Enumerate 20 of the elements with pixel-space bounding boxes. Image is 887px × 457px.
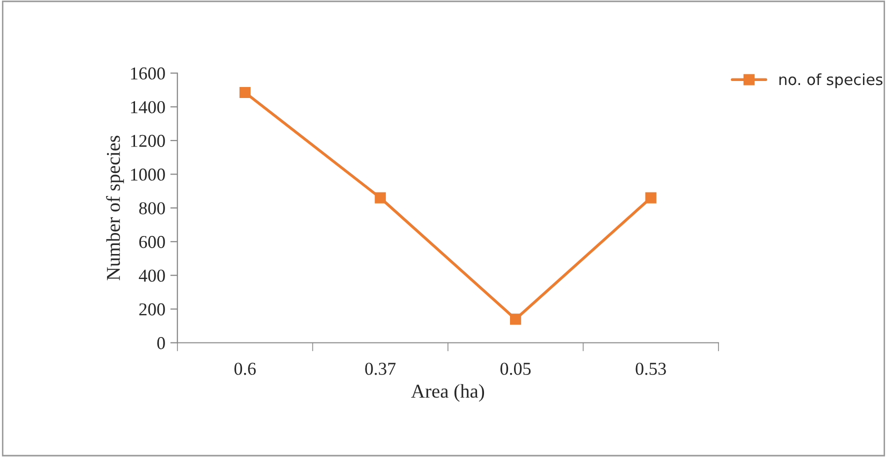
y-tick-label: 400: [138, 270, 165, 282]
point: [374, 192, 386, 204]
y-tick-label: 1400: [131, 101, 165, 114]
x-tick-label: 0.6: [234, 362, 256, 375]
point: [239, 86, 251, 98]
y-tick-label: 200: [139, 303, 165, 316]
x-tick-label: 0.37: [365, 362, 396, 375]
y-tick-label: 1600: [131, 67, 165, 80]
y-tick-label: 600: [139, 236, 165, 248]
y-tick-label: 0: [157, 337, 165, 350]
point: [645, 192, 656, 204]
point: [510, 314, 522, 325]
y-axis-title: Number of species: [106, 136, 124, 280]
x-tick-label: 0.53: [636, 362, 666, 375]
y-tick-label: 1200: [131, 134, 165, 147]
legend-label: no. of species: [779, 73, 882, 88]
x-axis-title: Area (ha): [411, 384, 484, 402]
y-tick-label: 800: [139, 202, 165, 214]
y-tick-label: 1000: [131, 168, 165, 181]
x-tick-label: 0.05: [500, 362, 531, 375]
